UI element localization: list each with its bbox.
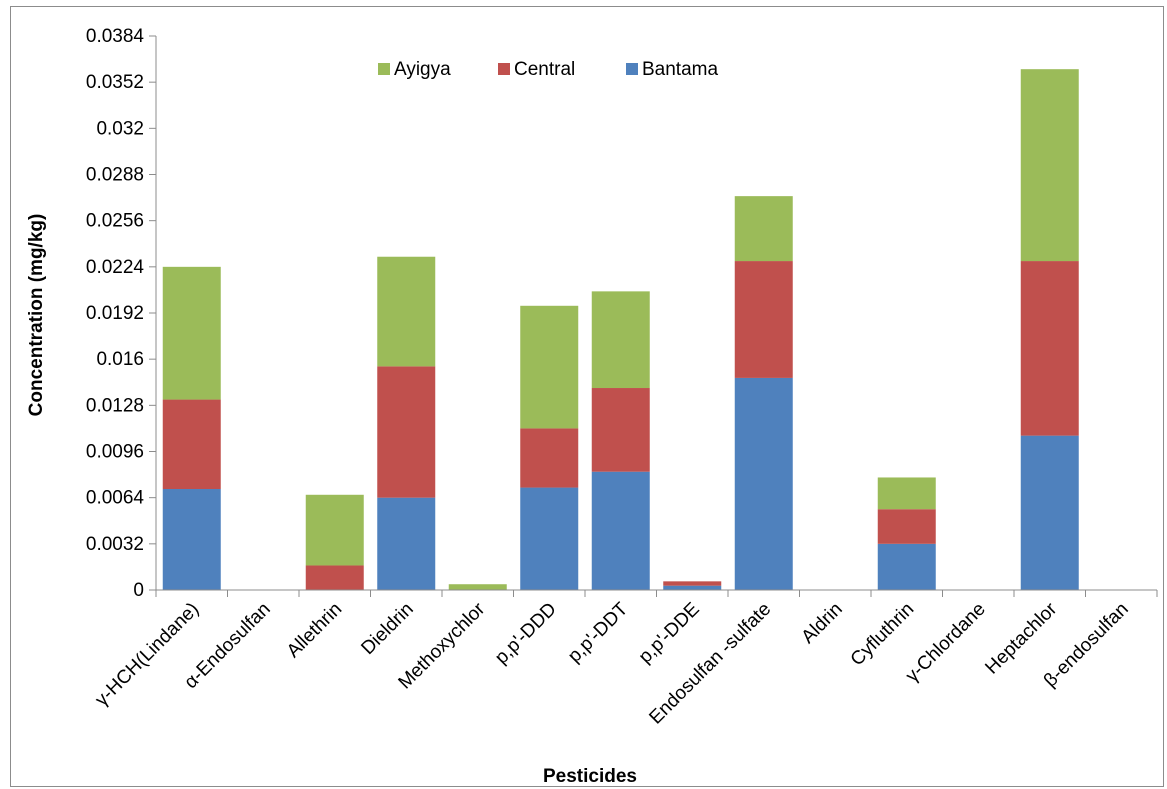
bar-segment-ayigya: [734, 196, 793, 262]
y-tick-label: 0.0128: [86, 395, 144, 416]
bar-segment-central: [305, 565, 364, 590]
bar-segment-central: [1020, 261, 1079, 436]
y-tick-label: 0.0096: [86, 442, 144, 463]
x-category-label: Allethrin: [283, 599, 346, 662]
y-tick-label: 0.0352: [86, 72, 144, 93]
y-tick-label: 0.0192: [86, 303, 144, 324]
bars: [162, 69, 1079, 590]
y-axis-ticks: 0 0.0032 0.0064 0.0096 0.0128 0.016 0.0192 0.02…: [86, 26, 156, 601]
y-axis-title: Concentration (mg/kg): [26, 214, 47, 417]
legend-swatch-bantama: [626, 63, 638, 75]
bar-segment-bantama: [162, 489, 221, 590]
x-category-label: Endosulfan -sulfate: [645, 599, 775, 729]
bar-segment-bantama: [1020, 435, 1079, 590]
bar-segment-central: [877, 509, 936, 544]
y-tick-label: 0.0384: [86, 26, 145, 47]
legend-label-ayigya: Ayigya: [394, 59, 451, 80]
bar-segment-bantama: [734, 377, 793, 590]
x-axis-title: Pesticides: [543, 766, 637, 787]
legend: Ayigya Central Bantama: [378, 59, 718, 80]
legend-swatch-ayigya: [378, 63, 390, 75]
bar-segment-bantama: [520, 487, 579, 590]
bar-segment-central: [663, 581, 722, 586]
y-tick-label: 0.0288: [86, 165, 144, 186]
bar-segment-bantama: [377, 497, 436, 590]
bar-segment-bantama: [591, 471, 650, 590]
bar-segment-ayigya: [305, 494, 364, 566]
bar-segment-bantama: [663, 585, 722, 590]
bar-segment-ayigya: [448, 584, 507, 590]
bar-segment-central: [734, 261, 793, 378]
bar-segment-bantama: [877, 543, 936, 590]
y-tick-label: 0.0256: [86, 211, 144, 232]
bar-segment-ayigya: [162, 266, 221, 400]
bar-segment-ayigya: [591, 291, 650, 389]
y-tick-label: 0.0224: [86, 257, 145, 278]
x-axis-labels: γ-HCH(Lindane)α-Endosulfan Allethrin Dield…: [91, 598, 1132, 728]
x-axis-ticks: [155, 590, 1158, 597]
x-category-label: Dieldrin: [357, 599, 417, 659]
bar-segment-central: [377, 366, 436, 498]
bar-segment-central: [162, 399, 221, 490]
y-tick-label: 0.016: [96, 349, 144, 370]
x-category-label: p,p'-DDD: [491, 599, 561, 669]
legend-label-bantama: Bantama: [642, 59, 718, 80]
x-category-label: Cyfluthrin: [847, 599, 919, 671]
y-tick-label: 0.032: [96, 118, 144, 139]
legend-label-central: Central: [514, 59, 575, 80]
y-tick-label: 0.0064: [86, 488, 145, 509]
x-category-label: γ-HCH(Lindane): [91, 599, 203, 711]
x-category-label: Aldrin: [798, 599, 847, 648]
bar-segment-central: [520, 428, 579, 488]
bar-segment-ayigya: [1020, 69, 1079, 262]
y-tick-label: 0.0032: [86, 534, 144, 555]
bar-segment-central: [591, 388, 650, 472]
bar-segment-ayigya: [520, 305, 579, 429]
bar-segment-ayigya: [877, 477, 936, 510]
legend-swatch-central: [498, 63, 510, 75]
x-category-label: p,p'-DDE: [635, 599, 704, 668]
x-category-label: p,p'-DDT: [564, 598, 632, 666]
y-tick-label: 0: [133, 580, 144, 601]
bar-segment-ayigya: [377, 256, 436, 367]
